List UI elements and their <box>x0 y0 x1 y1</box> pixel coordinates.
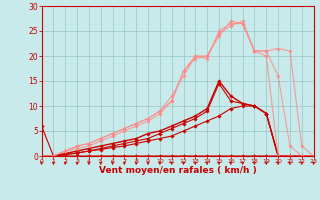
X-axis label: Vent moyen/en rafales ( km/h ): Vent moyen/en rafales ( km/h ) <box>99 166 256 175</box>
